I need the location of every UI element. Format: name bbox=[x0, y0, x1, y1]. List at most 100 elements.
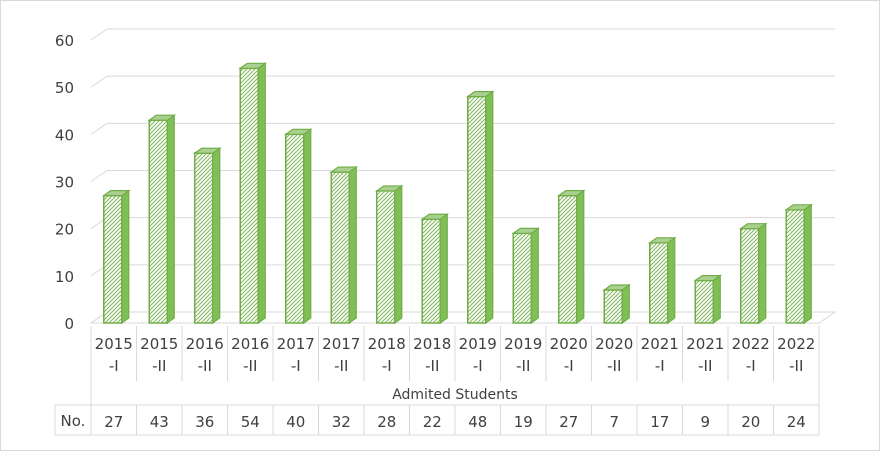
bar-top bbox=[238, 62, 268, 69]
data-label: 20 bbox=[741, 413, 760, 431]
bar-side bbox=[257, 62, 266, 325]
gridline-depth bbox=[90, 122, 108, 135]
data-label: 36 bbox=[195, 413, 214, 431]
bar-side bbox=[530, 227, 539, 325]
x-tick-label: 2018 bbox=[413, 335, 451, 353]
bar bbox=[693, 274, 723, 325]
bar-top bbox=[784, 204, 814, 211]
x-tick-label: -I bbox=[746, 357, 756, 375]
gridline-depth bbox=[90, 28, 108, 41]
x-tick-label: 2020 bbox=[550, 335, 588, 353]
x-tick-label: -I bbox=[109, 357, 119, 375]
bar-top bbox=[465, 90, 495, 98]
bar bbox=[283, 128, 313, 325]
bar-side bbox=[348, 165, 357, 325]
x-tick-label: 2022 bbox=[732, 335, 770, 353]
bar-front bbox=[603, 289, 623, 324]
x-tick-label: -I bbox=[291, 357, 301, 375]
x-tick-label: 2016 bbox=[231, 335, 269, 353]
bar-front bbox=[421, 218, 441, 324]
series-name: No. bbox=[61, 412, 86, 430]
x-tick-label: -II bbox=[152, 357, 166, 375]
data-table: 2015-I2015-II2016-II2016-II2017-I2017-II… bbox=[54, 326, 820, 436]
bar bbox=[238, 62, 268, 325]
bar bbox=[556, 189, 586, 325]
y-tick-label: 30 bbox=[55, 174, 74, 192]
bar-top bbox=[602, 284, 632, 291]
bar-front bbox=[558, 194, 578, 324]
bar bbox=[784, 203, 814, 325]
bar-side bbox=[166, 114, 175, 325]
x-tick-label: -II bbox=[516, 357, 530, 375]
y-tick-label: 10 bbox=[55, 268, 74, 286]
x-tick-label: -II bbox=[243, 357, 257, 375]
bar-top bbox=[147, 114, 177, 121]
bar-front bbox=[785, 209, 805, 324]
bar bbox=[374, 184, 404, 325]
x-tick-label: 2021 bbox=[641, 335, 679, 353]
bar-front bbox=[740, 227, 760, 324]
data-label: 32 bbox=[332, 413, 351, 431]
x-tick-label: -I bbox=[564, 357, 574, 375]
x-tick-label: 2019 bbox=[459, 335, 497, 353]
bar-side bbox=[803, 203, 812, 325]
bar bbox=[602, 283, 632, 325]
x-tick-label: 2021 bbox=[686, 335, 724, 353]
x-tick-label: -I bbox=[655, 357, 665, 375]
bar-side bbox=[621, 283, 630, 325]
bar-side bbox=[439, 213, 448, 325]
x-tick-label: 2020 bbox=[595, 335, 633, 353]
x-tick-label: 2017 bbox=[322, 335, 360, 353]
data-label: 27 bbox=[104, 413, 123, 431]
data-label: 48 bbox=[468, 413, 487, 431]
x-tick-label: -II bbox=[334, 357, 348, 375]
gridline-depth bbox=[90, 75, 108, 88]
data-label: 28 bbox=[377, 413, 396, 431]
bar bbox=[511, 227, 541, 325]
bar-top bbox=[283, 128, 313, 135]
x-tick-label: 2019 bbox=[504, 335, 542, 353]
bar-top bbox=[420, 213, 450, 220]
bar-front bbox=[285, 133, 305, 324]
data-label: 43 bbox=[150, 413, 169, 431]
x-tick-label: -I bbox=[473, 357, 483, 375]
x-tick-label: 2016 bbox=[186, 335, 224, 353]
data-label: 24 bbox=[787, 413, 806, 431]
bar-front bbox=[194, 152, 214, 324]
bar bbox=[147, 114, 177, 325]
x-tick-label: 2018 bbox=[368, 335, 406, 353]
y-tick-label: 50 bbox=[55, 79, 74, 97]
x-tick-label: -II bbox=[198, 357, 212, 375]
bar-front bbox=[376, 190, 396, 324]
bar-top bbox=[511, 227, 541, 234]
data-label: 19 bbox=[514, 413, 533, 431]
y-tick-label: 20 bbox=[55, 221, 74, 239]
bar-side bbox=[394, 184, 403, 325]
bar-front bbox=[148, 119, 168, 324]
bar-side bbox=[758, 222, 767, 325]
bar-front bbox=[649, 242, 669, 324]
bar-front bbox=[512, 232, 532, 324]
x-tick-label: -II bbox=[698, 357, 712, 375]
bar-top bbox=[329, 166, 359, 173]
bar-side bbox=[303, 128, 312, 325]
bar-top bbox=[556, 190, 586, 197]
x-tick-label: -I bbox=[382, 357, 392, 375]
bar bbox=[420, 213, 450, 325]
x-tick-label: 2017 bbox=[277, 335, 315, 353]
data-label: 17 bbox=[650, 413, 669, 431]
y-axis: 0 10 20 30 40 50 60 bbox=[55, 32, 74, 333]
y-tick-label: 60 bbox=[55, 32, 74, 50]
bar-top bbox=[647, 237, 677, 244]
bar-side bbox=[667, 236, 676, 325]
data-label: 7 bbox=[609, 413, 619, 431]
bars bbox=[101, 62, 814, 325]
bar-top bbox=[374, 185, 404, 192]
bar-front bbox=[239, 67, 259, 324]
bar-top bbox=[738, 223, 768, 230]
data-label: 22 bbox=[423, 413, 442, 431]
x-tick-label: 2015 bbox=[140, 335, 178, 353]
bar bbox=[465, 90, 495, 325]
bar bbox=[329, 165, 359, 325]
bar-top bbox=[693, 274, 723, 282]
